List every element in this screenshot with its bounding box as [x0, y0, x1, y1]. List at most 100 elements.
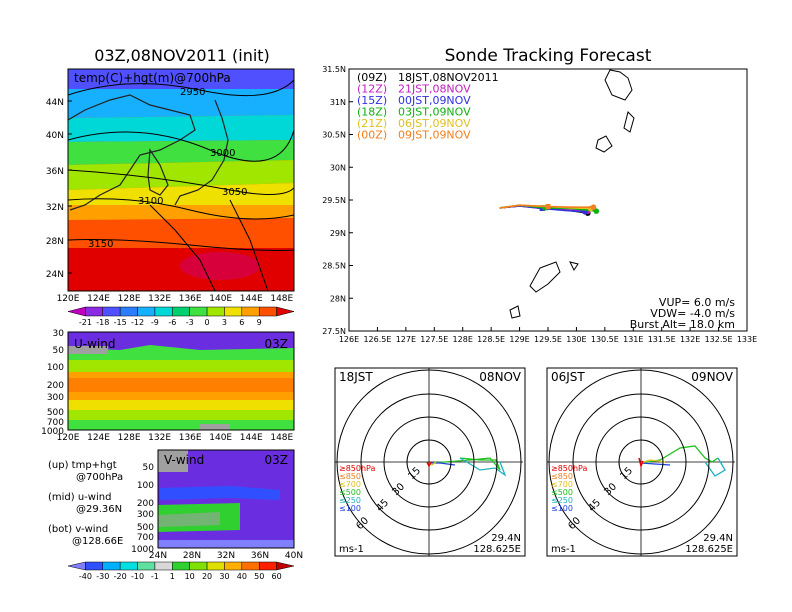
v-wind-section: [158, 450, 294, 548]
temp-colorbar-label: 0: [205, 318, 210, 327]
track-frame: [348, 68, 748, 332]
hodo-level-label: ≤500: [339, 488, 361, 497]
track-lat-tick: 31.5N: [322, 65, 346, 74]
temp-color-swatch: [276, 306, 295, 317]
map-frame: [67, 68, 295, 292]
hodo-level-label: ≤250: [339, 496, 361, 505]
wind-color-swatch: [137, 561, 156, 571]
vdw-text: VDW= -4.0 m/s: [650, 307, 735, 320]
track-lon-tick: 128.5E: [477, 335, 505, 344]
ring-15: [406, 439, 452, 485]
forecast-code: (15Z): [357, 94, 387, 107]
burst-alt-text: Burst Alt= 18.0 km: [630, 318, 735, 331]
v-lat-tick: 28N: [183, 551, 201, 561]
temp-color-swatch: [258, 306, 277, 317]
wind-color-swatch: [102, 561, 121, 571]
ring-45: [360, 393, 498, 531]
u-lon-tick: 120E: [57, 433, 80, 443]
track-lon-tick: 130.5E: [591, 335, 619, 344]
u-lon-tick: 124E: [87, 433, 110, 443]
map-lon-tick: 132E: [148, 294, 171, 304]
ring-30: [595, 416, 687, 508]
map-lon-tick: 136E: [179, 294, 202, 304]
u-lon-tick: 128E: [118, 433, 141, 443]
temp-colorbar-label: -21: [79, 318, 92, 327]
hodo1-time: 18JST: [339, 370, 373, 384]
map-lon-tick: 120E: [57, 294, 80, 304]
wind-colorbar-label: -30: [96, 572, 109, 581]
u-lon-tick: 140E: [209, 433, 232, 443]
track-title: Sonde Tracking Forecast: [445, 46, 652, 66]
wind-colorbar-label: 30: [219, 572, 229, 581]
hodo1-lat: 29.4N: [491, 533, 521, 544]
hodo-level-label: ≥850hPa: [551, 464, 588, 473]
v-pressure-tick: 200: [137, 499, 154, 509]
hodo2-level-legend: ≥850hPa≤850≤700≤500≤250≤100: [551, 464, 588, 513]
forecast-label: 18JST,08NOV2011: [398, 71, 499, 84]
track-lon-tick: 132E: [680, 335, 700, 344]
track-endpoint-marker: [593, 208, 600, 214]
legend-mid-sub: @29.36N: [76, 504, 122, 515]
v-pressure-tick: 50: [143, 463, 155, 473]
hodo1-lon: 128.625E: [473, 544, 521, 555]
track-series: [499, 204, 600, 216]
map-lon-tick: 144E: [240, 294, 263, 304]
hodo1-level-legend: ≥850hPa≤850≤700≤500≤250≤100: [339, 464, 376, 513]
hodo2-lat: 29.4N: [703, 533, 733, 544]
map-lon-ticks: 120E 124E 128E 132E 136E 140E 144E 148E: [57, 294, 294, 304]
wind-color-swatch: [85, 561, 104, 571]
hodograph-06jst: 15 30 45 60 06JST 09NOV 29.4N 128.625E m…: [546, 367, 738, 557]
wind-colorbar-label: 50: [254, 572, 264, 581]
legend-up-title: (up) tmp+hgt: [48, 460, 117, 471]
ring-30: [383, 416, 475, 508]
map-title: 03Z,08NOV2011 (init): [94, 46, 270, 65]
wind-colorbar-label: -20: [114, 572, 127, 581]
track-lon-tick: 129.5E: [534, 335, 562, 344]
wind-color-swatch: [154, 561, 173, 571]
u-wind-time: 03Z: [265, 337, 289, 351]
legend-bot-sub: @128.66E: [72, 536, 123, 547]
temp-colorbar-label: -18: [96, 318, 109, 327]
temp-color-swatch: [119, 306, 138, 317]
forecast-code: (09Z): [357, 71, 387, 84]
forecast-label: 00JST,09NOV: [398, 94, 471, 107]
track-legend: (09Z) 18JST,08NOV2011 (12Z) 21JST,08NOV (15Z…: [357, 71, 499, 142]
v-wind-time: 03Z: [265, 453, 289, 467]
map-lat-tick: 32N: [46, 203, 64, 213]
temp-color-swatch: [172, 306, 190, 317]
v-lat-tick: 36N: [251, 551, 269, 561]
temp-color-swatch: [85, 306, 104, 317]
v-lat-tick: 24N: [149, 551, 167, 561]
track-lon-tick: 128E: [453, 335, 473, 344]
legend-bot-title: (bot) v-wind: [48, 524, 108, 535]
hodo1-date: 08NOV: [479, 370, 521, 384]
temperature-map: [68, 69, 294, 291]
track-lat-tick: 28.5N: [322, 262, 346, 271]
wind-color-swatch: [241, 561, 260, 571]
map-lat-tick: 40N: [46, 131, 64, 141]
forecast-code: (21Z): [357, 117, 387, 130]
u-pressure-tick: 200: [47, 381, 64, 391]
wind-color-swatch: [67, 561, 86, 571]
track-midpoint-marker: [539, 206, 545, 212]
temp-colorbar-label: 3: [222, 318, 227, 327]
temp-color-swatch: [206, 306, 225, 317]
u-lon-tick: 144E: [240, 433, 263, 443]
map-lat-tick: 44N: [46, 98, 64, 108]
track-lat-tick: 29N: [330, 229, 346, 238]
hodo-level-label: ≤100: [339, 504, 361, 513]
legend-up-sub: @700hPa: [76, 472, 123, 483]
track-lon-tick: 131E: [623, 335, 643, 344]
hodo2-unit: ms-1: [551, 544, 576, 555]
ring-45: [572, 393, 710, 531]
u-pressure-tick: 100: [47, 363, 64, 373]
u-wind-section: [68, 332, 294, 430]
u-wind-frame: [67, 331, 295, 431]
ring-60: [336, 369, 522, 555]
forecast-label: 09JST,09NOV: [398, 129, 471, 142]
temp-color-swatch: [67, 306, 86, 317]
contour-label-3050: 3050: [222, 187, 247, 198]
u-wind-label: U-wind: [74, 337, 115, 351]
ring-60: [548, 369, 734, 555]
